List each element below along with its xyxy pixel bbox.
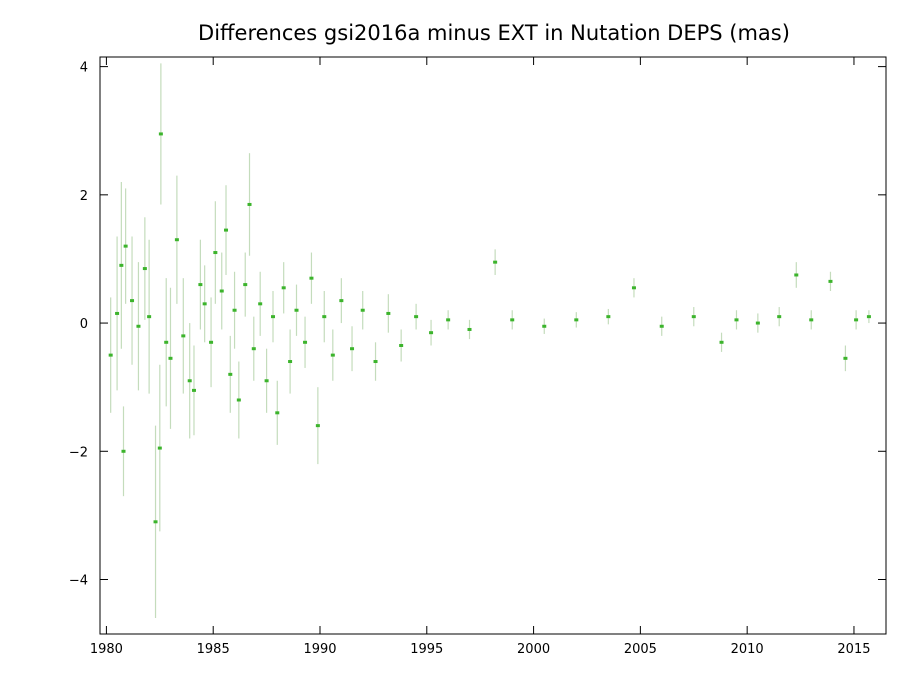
data-point [843,356,848,360]
data-point [232,308,237,312]
data-point [315,424,320,428]
data-point [202,302,207,306]
y-tick-label: −4 [69,574,88,589]
data-point [224,228,229,232]
x-tick-label: 2015 [837,642,870,657]
data-point [542,324,547,328]
data-point [136,324,141,328]
data-point [121,449,126,453]
data-point [467,327,472,331]
data-point [247,202,252,206]
data-point [493,260,498,264]
data-point [294,308,299,312]
data-point [251,347,256,351]
data-point [236,398,241,402]
data-point [153,520,158,524]
data-point [854,318,859,322]
data-point [123,244,128,248]
x-tick-label: 1980 [90,642,123,657]
data-point [130,299,135,303]
data-point [399,344,404,347]
data-point [219,289,224,293]
data-point [213,251,218,255]
data-point [510,318,515,322]
data-point [828,279,833,283]
data-point [691,315,696,319]
data-point [271,315,276,319]
y-tick-label: 0 [80,317,88,332]
data-point [794,273,799,277]
data-point [350,347,355,351]
data-point [373,360,378,364]
data-point [414,315,419,319]
data-point [209,340,214,344]
data-point [158,132,163,136]
data-points [108,132,871,524]
axes: 1980 1985 1990 1995 2000 2005 2010 2015 −4 −2 0 2 4 [69,57,886,657]
data-point [157,446,162,450]
plot-frame [99,56,887,635]
data-point [281,286,286,290]
data-point [164,340,169,344]
data-point [288,360,293,364]
data-point [309,276,314,280]
data-point [119,263,124,267]
data-point [168,356,173,360]
x-tick-label: 1985 [197,642,230,657]
x-tick-label: 1995 [410,642,443,657]
data-point [142,267,147,271]
data-point [574,318,579,322]
data-point [429,331,434,335]
chart-title: Differences gsi2016a minus EXT in Nutati… [198,21,790,45]
data-point [181,334,186,338]
data-point [809,318,814,322]
data-point [187,379,192,383]
data-point [322,315,327,319]
data-point [174,238,179,242]
data-point [446,318,451,322]
data-point [264,379,269,383]
data-point [386,311,391,315]
data-point [734,318,739,322]
data-point [631,286,636,290]
y-tick-label: 4 [80,61,88,76]
data-point [330,353,335,357]
data-point [339,299,344,303]
data-point [147,315,152,319]
data-point [115,311,120,315]
x-tick-label: 1990 [303,642,336,657]
data-point [258,302,263,306]
data-point [606,315,611,319]
data-point [243,283,248,287]
data-point [191,388,196,392]
data-point [198,283,203,287]
data-point [360,308,365,312]
data-point [108,353,113,357]
x-tick-label: 2005 [624,642,657,657]
data-point [303,340,308,344]
data-point [659,324,664,328]
y-tick-label: 2 [80,189,88,204]
x-tick-label: 2010 [731,642,764,657]
y-tick-label: −2 [69,445,88,460]
data-point [719,340,724,344]
data-point [275,411,280,415]
error-bars [110,63,870,618]
data-point [755,321,760,325]
data-point [866,315,871,319]
data-point [777,315,782,319]
x-tick-label: 2000 [517,642,550,657]
data-point [228,372,233,376]
